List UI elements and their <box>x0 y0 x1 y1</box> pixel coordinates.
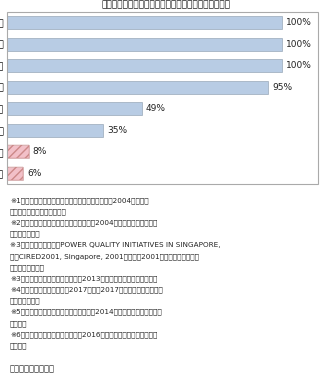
Text: 49%: 49% <box>146 104 166 113</box>
Bar <box>7 16 282 29</box>
Title: 【欧米やアジアの主要都市と日本の無電柱化の現状】: 【欧米やアジアの主要都市と日本の無電柱化の現状】 <box>102 0 231 9</box>
Text: 資料）　国土交通省: 資料） 国土交通省 <box>10 365 55 374</box>
Text: ※5　ジャカルタは国土交通省調べによる2014年の状況（道路延長ベー: ※5 ジャカルタは国土交通省調べによる2014年の状況（道路延長ベー <box>10 309 162 316</box>
Bar <box>7 145 29 158</box>
Text: CIRED2001, Singapore, 2001』による2001年の状況（ケーブル: CIRED2001, Singapore, 2001』による2001年の状況（ケ… <box>10 253 199 260</box>
Text: 延長ベース）: 延長ベース） <box>10 264 45 271</box>
Text: 長ベース）: 長ベース） <box>10 298 41 304</box>
Bar <box>7 167 23 180</box>
Text: ス）: ス） <box>10 320 27 326</box>
Text: ※3　シンガポールは『POWER QUALITY INITIATIVES IN SINGAPORE,: ※3 シンガポールは『POWER QUALITY INITIATIVES IN … <box>10 242 220 248</box>
Text: 8%: 8% <box>33 147 47 156</box>
Text: 長ベース）: 長ベース） <box>10 231 41 237</box>
Text: ス）: ス） <box>10 342 27 349</box>
Text: 100%: 100% <box>286 61 312 70</box>
Bar <box>7 145 29 158</box>
Text: ※2　香港は国際建設技術協会調べによる2004年の状況（ケーブル延: ※2 香港は国際建設技術協会調べによる2004年の状況（ケーブル延 <box>10 219 157 226</box>
Text: （ケーブル延長ベース）: （ケーブル延長ベース） <box>10 208 67 215</box>
Text: 35%: 35% <box>107 126 128 135</box>
Text: 95%: 95% <box>273 83 293 92</box>
Text: 100%: 100% <box>286 39 312 48</box>
Text: ※6　日本は国土交通省調べによる2016年度末の状況（道路延長ベー: ※6 日本は国土交通省調べによる2016年度末の状況（道路延長ベー <box>10 331 157 338</box>
Text: ※1　ロンドン、パリは海外電力調査会調べによる2004年の状況: ※1 ロンドン、パリは海外電力調査会調べによる2004年の状況 <box>10 197 149 204</box>
Bar <box>7 59 282 72</box>
Text: 6%: 6% <box>27 169 42 178</box>
Bar <box>7 124 103 137</box>
Bar <box>7 102 142 115</box>
Text: ※4　ソウルは韓国電力統計2017による2017年の状況（ケーブル延: ※4 ソウルは韓国電力統計2017による2017年の状況（ケーブル延 <box>10 287 163 293</box>
Text: 100%: 100% <box>286 18 312 27</box>
Text: ※3　台北は国土交通省調べによる2013年の状況（道路延長ベース）: ※3 台北は国土交通省調べによる2013年の状況（道路延長ベース） <box>10 275 157 282</box>
Bar <box>7 167 23 180</box>
Bar <box>7 38 282 50</box>
Bar <box>7 81 268 94</box>
